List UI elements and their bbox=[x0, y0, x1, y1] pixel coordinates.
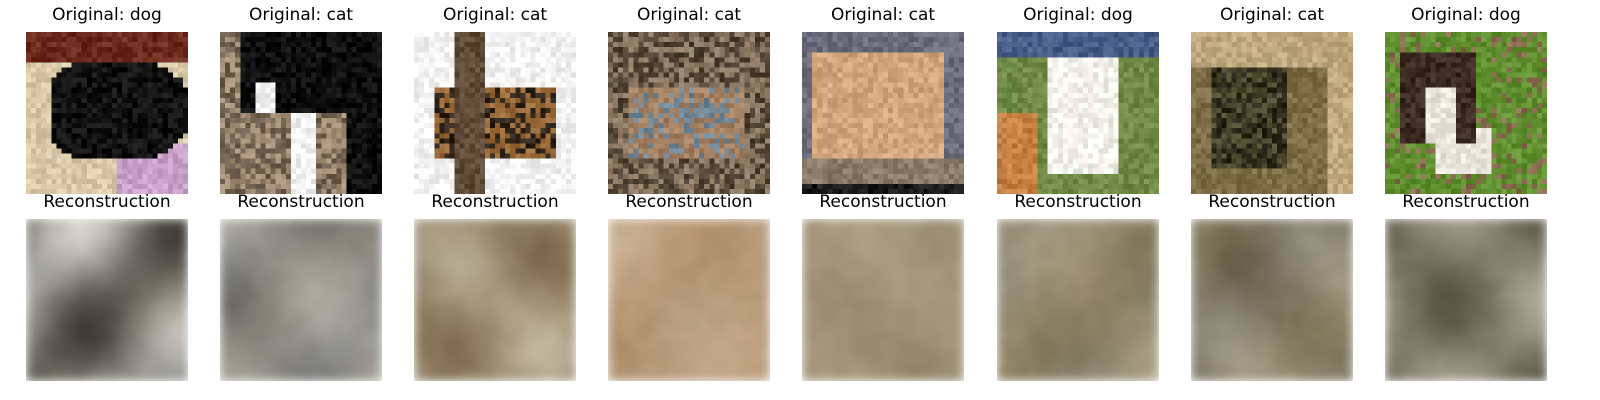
panel-title: Reconstruction bbox=[431, 192, 559, 212]
cougar-standing-against-grey-wall-image bbox=[802, 32, 964, 194]
cougar-crouching-in-straw-image bbox=[608, 32, 770, 194]
brown-cat-behind-tree-trunk-snow-image bbox=[414, 32, 576, 194]
panel-title: Reconstruction bbox=[625, 192, 753, 212]
blurry-reconstruction-olive-light-image bbox=[997, 219, 1159, 381]
panel-title: Original: dog bbox=[1411, 5, 1521, 25]
panel-title: Reconstruction bbox=[1208, 192, 1336, 212]
blurry-reconstruction-olive-brown-image bbox=[1191, 219, 1353, 381]
panel-title: Reconstruction bbox=[237, 192, 365, 212]
panel-title: Original: cat bbox=[830, 5, 936, 25]
blurry-reconstruction-dark-olive-image bbox=[1385, 219, 1547, 381]
panel-title: Reconstruction bbox=[43, 192, 171, 212]
panel-title: Original: cat bbox=[442, 5, 548, 25]
blurry-reconstruction-dark-band-image bbox=[26, 219, 188, 381]
panel-title: Original: cat bbox=[248, 5, 354, 25]
panel-title: Original: cat bbox=[1219, 5, 1325, 25]
black-dog-lying-in-round-pet-bed-image bbox=[26, 32, 188, 194]
blurry-reconstruction-brown-image bbox=[414, 219, 576, 381]
panel-title: Reconstruction bbox=[1014, 192, 1142, 212]
blurry-reconstruction-beige-image bbox=[608, 219, 770, 381]
puppy-lying-in-green-grass-image bbox=[1385, 32, 1547, 194]
blurry-reconstruction-tan-image bbox=[802, 219, 964, 381]
panel-title: Original: dog bbox=[1023, 5, 1133, 25]
panel-title: Reconstruction bbox=[819, 192, 947, 212]
blurry-reconstruction-dark-with-white-spot-image bbox=[220, 219, 382, 381]
panel-title: Original: cat bbox=[636, 5, 742, 25]
panel-title: Reconstruction bbox=[1402, 192, 1530, 212]
white-greyhound-with-number-card-on-grass-image bbox=[997, 32, 1159, 194]
panel-title: Original: dog bbox=[52, 5, 162, 25]
black-and-white-cat-on-ground-image bbox=[220, 32, 382, 194]
dark-tabby-cat-on-brown-couch-image bbox=[1191, 32, 1353, 194]
